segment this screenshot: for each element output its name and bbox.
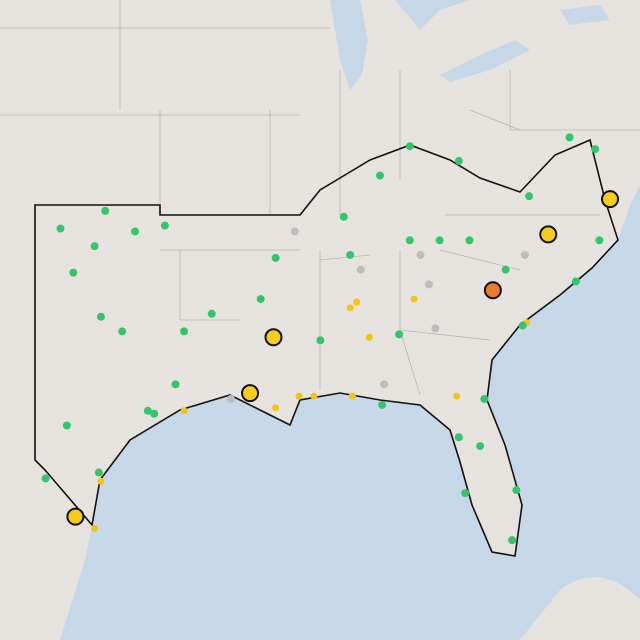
location-marker[interactable] [94,468,103,477]
location-marker[interactable] [69,268,78,277]
location-marker[interactable] [264,328,283,347]
location-marker[interactable] [424,280,433,289]
location-marker[interactable] [416,250,425,259]
location-marker[interactable] [483,281,502,300]
location-marker[interactable] [525,192,534,201]
location-marker[interactable] [150,409,159,418]
location-marker[interactable] [454,433,463,442]
location-marker[interactable] [353,298,361,306]
location-marker[interactable] [431,324,440,333]
location-marker[interactable] [565,133,574,142]
location-marker[interactable] [131,227,140,236]
location-marker[interactable] [595,236,604,245]
cuba [520,577,640,640]
location-marker[interactable] [378,400,387,409]
location-marker[interactable] [454,156,463,165]
location-marker[interactable] [160,221,169,230]
lake-michigan [330,0,368,90]
location-marker[interactable] [346,250,355,259]
location-marker[interactable] [256,295,265,304]
location-marker[interactable] [41,474,50,483]
location-marker[interactable] [476,442,485,451]
location-marker[interactable] [480,395,489,404]
location-marker[interactable] [290,227,299,236]
location-marker[interactable] [207,309,216,318]
location-marker[interactable] [380,380,389,389]
location-marker[interactable] [518,321,527,330]
location-marker[interactable] [62,421,71,430]
location-marker[interactable] [405,236,414,245]
location-marker[interactable] [339,212,348,221]
location-marker[interactable] [365,333,373,341]
state-borders [0,0,640,396]
lake-erie [440,40,530,82]
location-marker[interactable] [356,265,365,274]
location-marker[interactable] [453,392,461,400]
location-marker[interactable] [90,242,99,251]
region-outline [34,138,619,557]
location-marker[interactable] [375,171,384,180]
lake-huron [395,0,470,30]
location-marker[interactable] [226,395,235,404]
location-marker[interactable] [591,145,600,154]
location-marker[interactable] [520,250,529,259]
location-marker[interactable] [512,486,521,495]
location-marker[interactable] [171,380,180,389]
location-marker[interactable] [91,524,99,532]
location-marker[interactable] [461,489,470,498]
location-marker[interactable] [56,224,65,233]
location-marker[interactable] [465,236,474,245]
ocean [60,185,640,640]
location-marker[interactable] [316,336,325,345]
location-marker[interactable] [143,406,152,415]
location-marker[interactable] [295,392,303,400]
lake-ontario [560,5,610,25]
location-marker[interactable] [101,206,110,215]
location-marker[interactable] [395,330,404,339]
location-marker[interactable] [97,477,105,485]
location-marker[interactable] [96,312,105,321]
location-marker[interactable] [508,536,517,545]
location-marker[interactable] [180,407,188,415]
location-marker[interactable] [435,236,444,245]
location-marker[interactable] [405,142,414,151]
location-marker[interactable] [241,384,260,403]
location-marker[interactable] [601,190,620,209]
location-marker[interactable] [539,225,558,244]
location-marker[interactable] [410,295,418,303]
location-marker[interactable] [66,507,85,526]
points-layer [41,133,620,545]
location-marker[interactable] [571,277,580,286]
location-marker[interactable] [118,327,127,336]
location-marker[interactable] [501,265,510,274]
location-marker[interactable] [271,253,280,262]
location-marker[interactable] [346,304,354,312]
location-marker[interactable] [310,392,318,400]
location-marker[interactable] [272,404,280,412]
location-marker[interactable] [180,327,189,336]
location-marker[interactable] [348,392,356,400]
